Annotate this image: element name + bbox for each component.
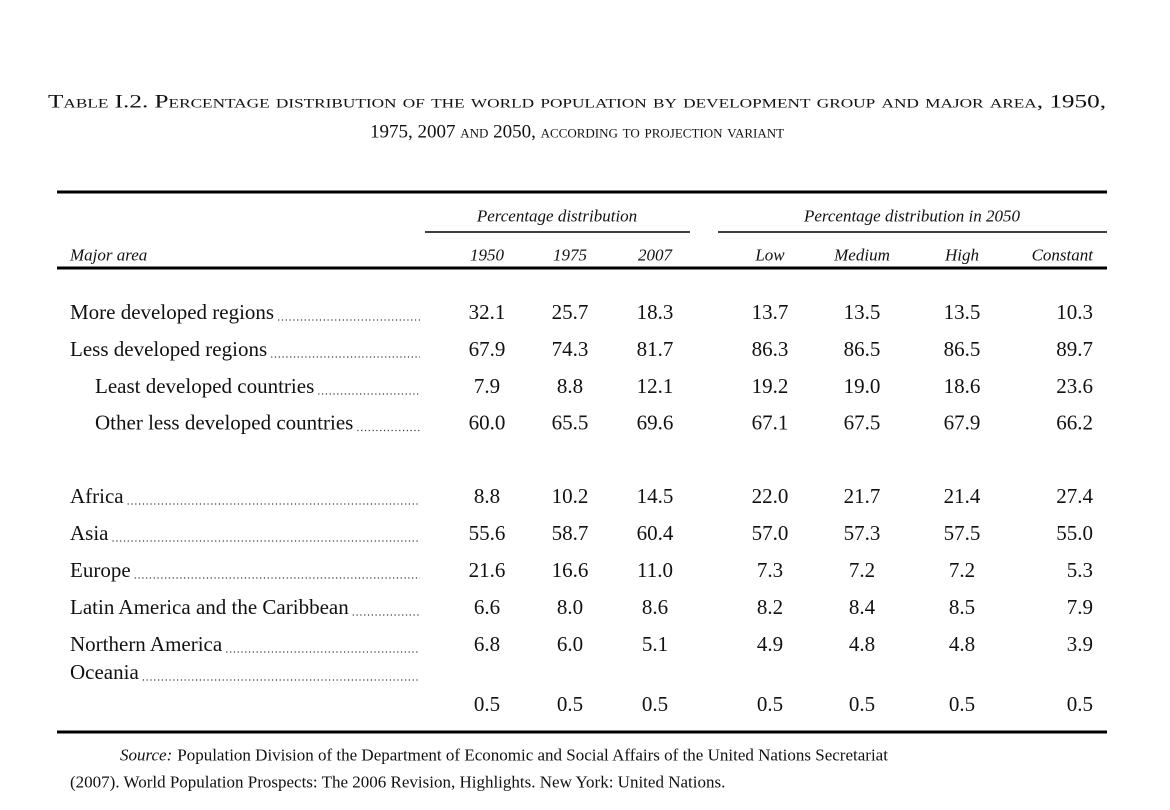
column-group-label: Percentage distribution (476, 207, 637, 226)
cell-value: 67.9 (469, 337, 506, 361)
cell-value: 5.1 (642, 632, 668, 656)
stub-header: Major area (69, 246, 147, 265)
cell-value: 4.9 (757, 632, 783, 656)
cell-value: 14.5 (637, 484, 674, 508)
cell-value: 7.9 (474, 374, 500, 398)
source-label: Source: (120, 746, 172, 765)
cell-value: 21.4 (944, 484, 981, 508)
cell-value: 23.6 (1056, 374, 1093, 398)
cell-value: 18.3 (637, 300, 674, 324)
cell-value: 55.6 (469, 521, 506, 545)
cell-value: 8.8 (474, 484, 500, 508)
cell-value: 0.5 (849, 692, 875, 716)
cell-value: 74.3 (552, 337, 589, 361)
cell-value: 4.8 (849, 632, 875, 656)
cell-value: 21.7 (844, 484, 881, 508)
column-header: Low (754, 246, 785, 265)
cell-value: 67.1 (752, 411, 789, 435)
cell-value: 86.5 (844, 337, 881, 361)
row-label: Northern America (70, 632, 223, 656)
row-label: Asia (70, 521, 109, 545)
row-label: Other less developed countries (95, 411, 353, 435)
source-text: (2007). World Population Prospects: The … (70, 773, 725, 792)
cell-value: 66.2 (1056, 411, 1093, 435)
row-label: Africa (70, 484, 124, 508)
column-header: 1975 (553, 246, 587, 265)
cell-value: 7.2 (949, 558, 975, 582)
cell-value: 8.8 (557, 374, 583, 398)
row-label: Oceania (70, 660, 139, 684)
cell-value: 6.8 (474, 632, 500, 656)
column-header: 1950 (470, 246, 505, 265)
cell-value: 0.5 (642, 692, 668, 716)
cell-value: 32.1 (469, 300, 506, 324)
cell-value: 0.5 (1067, 692, 1093, 716)
title-line: Table I.2. Percentage distribution of th… (48, 92, 1106, 113)
cell-value: 8.4 (849, 595, 876, 619)
cell-value: 0.5 (557, 692, 583, 716)
cell-value: 8.5 (949, 595, 975, 619)
cell-value: 0.5 (757, 692, 783, 716)
cell-value: 57.0 (752, 521, 789, 545)
row-label: Europe (70, 558, 131, 582)
cell-value: 10.2 (552, 484, 589, 508)
cell-value: 22.0 (752, 484, 789, 508)
cell-value: 67.9 (944, 411, 981, 435)
cell-value: 89.7 (1056, 337, 1093, 361)
cell-value: 60.4 (637, 521, 674, 545)
cell-value: 0.5 (949, 692, 975, 716)
cell-value: 25.7 (552, 300, 589, 324)
column-header: Medium (833, 246, 890, 265)
cell-value: 86.5 (944, 337, 981, 361)
cell-value: 13.5 (844, 300, 881, 324)
cell-value: 5.3 (1067, 558, 1093, 582)
cell-value: 3.9 (1067, 632, 1093, 656)
cell-value: 57.5 (944, 521, 981, 545)
cell-value: 11.0 (637, 558, 673, 582)
row-label: Less developed regions (70, 337, 267, 361)
cell-value: 4.8 (949, 632, 975, 656)
cell-value: 6.6 (474, 595, 500, 619)
cell-value: 10.3 (1056, 300, 1093, 324)
cell-value: 55.0 (1056, 521, 1093, 545)
cell-value: 60.0 (469, 411, 506, 435)
cell-value: 13.7 (752, 300, 789, 324)
source-text: Population Division of the Department of… (177, 746, 888, 765)
row-label: More developed regions (70, 300, 274, 324)
cell-value: 0.5 (474, 692, 500, 716)
cell-value: 21.6 (469, 558, 506, 582)
column-group-label: Percentage distribution in 2050 (803, 207, 1021, 226)
cell-value: 18.6 (944, 374, 981, 398)
cell-value: 16.6 (552, 558, 589, 582)
cell-value: 8.2 (757, 595, 783, 619)
cell-value: 69.6 (637, 411, 674, 435)
title-line: 1975, 2007 and 2050, according to projec… (370, 122, 784, 143)
cell-value: 7.9 (1067, 595, 1093, 619)
cell-value: 86.3 (752, 337, 789, 361)
row-label: Least developed countries (95, 374, 314, 398)
cell-value: 8.6 (642, 595, 668, 619)
cell-value: 27.4 (1056, 484, 1093, 508)
cell-value: 7.2 (849, 558, 875, 582)
cell-value: 8.0 (557, 595, 583, 619)
cell-value: 81.7 (637, 337, 674, 361)
column-header: High (944, 246, 979, 265)
cell-value: 65.5 (552, 411, 589, 435)
cell-value: 19.2 (752, 374, 789, 398)
cell-value: 6.0 (557, 632, 583, 656)
cell-value: 13.5 (944, 300, 981, 324)
cell-value: 67.5 (844, 411, 881, 435)
cell-value: 57.3 (844, 521, 881, 545)
cell-value: 58.7 (552, 521, 589, 545)
column-header: 2007 (638, 246, 674, 265)
cell-value: 7.3 (757, 558, 783, 582)
cell-value: 12.1 (637, 374, 674, 398)
row-label: Latin America and the Caribbean (70, 595, 349, 619)
column-header: Constant (1032, 246, 1095, 265)
cell-value: 19.0 (844, 374, 881, 398)
